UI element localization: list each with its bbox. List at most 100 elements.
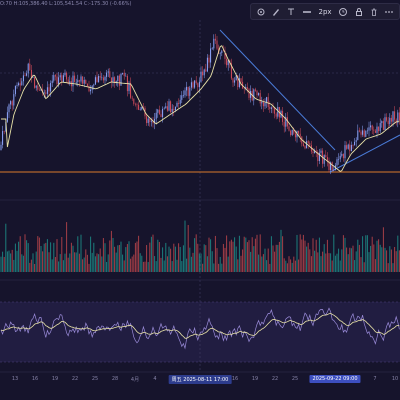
volume-bar bbox=[46, 239, 48, 272]
volume-bar bbox=[299, 234, 301, 272]
volume-bar bbox=[254, 238, 256, 272]
volume-bar bbox=[253, 246, 255, 272]
candle-body bbox=[120, 73, 122, 86]
candle-body bbox=[54, 75, 56, 77]
candle-body bbox=[58, 77, 60, 84]
candle-body bbox=[24, 75, 26, 77]
candle-body bbox=[190, 82, 192, 88]
volume-bar bbox=[296, 234, 298, 272]
volume-bar bbox=[219, 256, 221, 272]
candle-body bbox=[171, 108, 173, 113]
volume-bar bbox=[312, 238, 314, 272]
candle-body bbox=[378, 126, 380, 132]
lock-icon[interactable] bbox=[353, 5, 364, 18]
volume-bar bbox=[186, 258, 188, 272]
volume-bar bbox=[173, 243, 175, 272]
settings-icon[interactable] bbox=[255, 5, 266, 18]
volume-bar bbox=[99, 248, 101, 272]
volume-bar bbox=[238, 235, 240, 272]
volume-bar bbox=[86, 254, 88, 272]
candle-body bbox=[72, 75, 74, 87]
candle-body bbox=[162, 108, 164, 118]
candle-body bbox=[219, 53, 221, 54]
volume-bar bbox=[3, 256, 5, 272]
candle-body bbox=[182, 95, 184, 96]
candle-body bbox=[376, 126, 378, 133]
volume-bar bbox=[69, 253, 71, 272]
volume-bar bbox=[59, 254, 61, 272]
volume-bar bbox=[349, 247, 351, 272]
volume-bar bbox=[267, 248, 269, 272]
volume-bar bbox=[45, 242, 47, 272]
candle-body bbox=[354, 141, 356, 146]
candle-body bbox=[320, 150, 322, 153]
volume-bar bbox=[101, 256, 103, 272]
candle-body bbox=[293, 129, 295, 134]
alert-icon[interactable] bbox=[338, 5, 349, 18]
candle-body bbox=[0, 144, 2, 150]
candle-body bbox=[194, 80, 196, 88]
delete-icon[interactable] bbox=[368, 5, 379, 18]
volume-bar bbox=[336, 253, 338, 272]
candle-body bbox=[123, 72, 125, 77]
candle-body bbox=[350, 145, 352, 152]
time-tick: 19 bbox=[251, 376, 259, 382]
candle-body bbox=[389, 117, 391, 125]
paint-icon[interactable] bbox=[270, 5, 281, 18]
volume-bar bbox=[190, 256, 192, 272]
volume-bar bbox=[242, 249, 244, 272]
volume-bar bbox=[51, 259, 53, 272]
volume-bar bbox=[136, 241, 138, 272]
volume-bar bbox=[16, 250, 18, 272]
volume-bar bbox=[275, 244, 277, 272]
volume-bar bbox=[147, 262, 149, 272]
more-icon[interactable] bbox=[384, 5, 395, 18]
volume-bar bbox=[251, 237, 253, 272]
volume-bar bbox=[374, 259, 376, 272]
volume-bar bbox=[75, 252, 77, 272]
candle-body bbox=[261, 101, 263, 104]
candle-body bbox=[210, 48, 212, 63]
volume-bar bbox=[37, 236, 39, 272]
candle-body bbox=[142, 107, 144, 108]
candle-body bbox=[178, 102, 180, 104]
candle-body bbox=[30, 69, 32, 78]
line-style-icon[interactable] bbox=[286, 5, 297, 18]
line-weight-icon[interactable] bbox=[301, 5, 312, 18]
volume-bar bbox=[261, 256, 263, 272]
volume-bar bbox=[94, 256, 96, 272]
candle-body bbox=[286, 117, 288, 127]
volume-bar bbox=[106, 261, 108, 272]
candle-body bbox=[117, 75, 119, 81]
volume-bar bbox=[382, 227, 384, 272]
line-weight-value[interactable]: 2px bbox=[318, 7, 332, 16]
volume-bar bbox=[216, 248, 218, 272]
volume-bar bbox=[218, 263, 220, 272]
volume-bar bbox=[203, 244, 205, 272]
time-axis[interactable]: 1316192225284月471013161922252834710周五 20… bbox=[0, 373, 400, 387]
volume-bar bbox=[395, 251, 397, 272]
volume-bar bbox=[347, 254, 349, 272]
volume-bar bbox=[304, 240, 306, 272]
volume-bar bbox=[341, 249, 343, 272]
candle-body bbox=[46, 87, 48, 94]
candle-body bbox=[147, 118, 149, 123]
volume-bar bbox=[194, 238, 196, 272]
candle-body bbox=[363, 130, 365, 137]
volume-bar bbox=[74, 252, 76, 272]
candle-body bbox=[398, 112, 400, 121]
volume-bar bbox=[352, 245, 354, 272]
candle-body bbox=[325, 155, 327, 158]
volume-bar bbox=[211, 251, 213, 272]
moving-average-line bbox=[1, 45, 400, 172]
candle-body bbox=[165, 106, 167, 109]
candle-body bbox=[27, 63, 29, 74]
volume-bar bbox=[85, 249, 87, 272]
candle-body bbox=[168, 101, 170, 111]
candle-body bbox=[344, 145, 346, 159]
volume-bar bbox=[213, 263, 215, 272]
candle-body bbox=[6, 112, 8, 122]
candle-body bbox=[339, 155, 341, 160]
